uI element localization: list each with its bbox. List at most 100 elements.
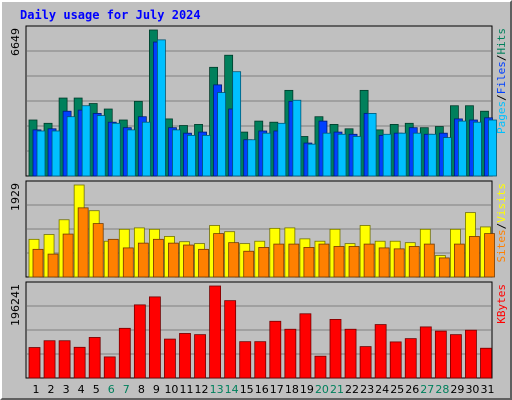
bar-pages-day-5 bbox=[96, 115, 106, 177]
bar-sites-day-13 bbox=[213, 233, 225, 278]
bar-kbytes-day-18 bbox=[284, 328, 297, 379]
bar-pages-day-12 bbox=[202, 134, 211, 177]
x-tick-label: 8 bbox=[138, 383, 145, 396]
bar-sites-day-1 bbox=[32, 248, 44, 278]
x-tick-label: 2 bbox=[48, 383, 55, 396]
y-max-label: 6649 bbox=[9, 28, 22, 56]
legend: Sites/Visits bbox=[495, 183, 508, 263]
x-tick-label: 26 bbox=[405, 383, 419, 396]
x-tick-label: 16 bbox=[255, 383, 269, 396]
bar-pages-day-13 bbox=[217, 92, 227, 177]
bar-sites-day-10 bbox=[168, 242, 179, 278]
x-tick-label: 13 bbox=[210, 383, 224, 396]
bar-pages-day-23 bbox=[367, 113, 377, 177]
bar-sites-day-23 bbox=[363, 243, 375, 278]
y-max-label: 1929 bbox=[9, 183, 22, 211]
bar-sites-day-22 bbox=[348, 246, 360, 278]
x-tick-label: 11 bbox=[180, 383, 194, 396]
bar-kbytes-day-20 bbox=[314, 355, 327, 379]
bar-kbytes-day-3 bbox=[58, 340, 71, 379]
bar-sites-day-19 bbox=[303, 247, 315, 278]
legend-entry: Hits bbox=[495, 28, 508, 55]
x-tick-label: 27 bbox=[420, 383, 434, 396]
bar-sites-day-28 bbox=[438, 257, 450, 278]
bar-kbytes-day-2 bbox=[43, 340, 56, 379]
bar-sites-day-15 bbox=[243, 250, 255, 278]
bar-kbytes-day-9 bbox=[148, 296, 161, 379]
x-tick-label: 23 bbox=[360, 383, 374, 396]
bar-sites-day-29 bbox=[453, 243, 465, 278]
bar-pages-day-6 bbox=[111, 122, 121, 177]
legend: Pages/Files/Hits bbox=[495, 28, 508, 134]
bar-sites-day-26 bbox=[408, 246, 420, 278]
x-tick-label: 7 bbox=[123, 383, 130, 396]
bar-kbytes-day-11 bbox=[179, 333, 191, 379]
panel-kbytes: 196241 KBytes bbox=[9, 281, 508, 379]
x-tick-label: 3 bbox=[63, 383, 70, 396]
bar-kbytes-day-24 bbox=[374, 324, 387, 379]
bar-sites-day-5 bbox=[92, 223, 104, 278]
bar-pages-day-8 bbox=[141, 121, 151, 177]
bar-kbytes-day-28 bbox=[434, 330, 447, 379]
legend-entry: Visits bbox=[495, 183, 508, 223]
bar-pages-day-7 bbox=[126, 129, 136, 177]
bar-sites-day-21 bbox=[333, 246, 345, 278]
legend-entry: Pages bbox=[495, 101, 508, 134]
bar-pages-day-28 bbox=[442, 137, 452, 177]
bar-kbytes-day-27 bbox=[419, 326, 432, 379]
x-tick-label: 1 bbox=[33, 383, 40, 396]
legend-entry: Files bbox=[495, 61, 508, 94]
bar-pages-day-9 bbox=[156, 39, 166, 177]
legend-entry: / bbox=[495, 55, 508, 62]
bar-pages-day-22 bbox=[352, 136, 362, 177]
x-tick-label: 18 bbox=[285, 383, 299, 396]
bar-pages-day-15 bbox=[247, 139, 257, 177]
bar-sites-day-12 bbox=[198, 248, 209, 278]
bar-kbytes-day-31 bbox=[480, 347, 492, 379]
bar-pages-day-2 bbox=[51, 130, 61, 177]
bar-pages-day-26 bbox=[412, 132, 422, 177]
x-tick-label: 19 bbox=[300, 383, 314, 396]
legend-entry: KBytes bbox=[495, 284, 508, 324]
bar-sites-day-6 bbox=[107, 238, 119, 278]
x-tick-label: 17 bbox=[270, 383, 284, 396]
bar-pages-day-20 bbox=[322, 132, 332, 177]
bar-sites-day-17 bbox=[273, 243, 285, 278]
bar-kbytes-day-7 bbox=[118, 327, 131, 379]
bar-pages-day-31 bbox=[488, 119, 497, 177]
x-tick-label: 12 bbox=[195, 383, 209, 396]
x-tick-label: 31 bbox=[481, 383, 495, 396]
bar-kbytes-day-26 bbox=[404, 338, 417, 379]
bar-kbytes-day-5 bbox=[88, 337, 101, 379]
bar-kbytes-day-14 bbox=[224, 300, 237, 379]
bar-pages-day-16 bbox=[262, 132, 272, 177]
panel-visits-sites: 1929 Sites/Visits bbox=[9, 180, 508, 278]
bar-sites-day-31 bbox=[484, 233, 495, 278]
bar-pages-day-1 bbox=[36, 130, 46, 177]
legend: KBytes bbox=[495, 284, 508, 324]
bar-kbytes-day-4 bbox=[73, 346, 86, 379]
bar-kbytes-day-29 bbox=[449, 334, 462, 379]
bar-sites-day-16 bbox=[258, 247, 270, 278]
bar-kbytes-day-25 bbox=[389, 341, 402, 379]
bar-sites-day-3 bbox=[62, 233, 74, 278]
bar-kbytes-day-30 bbox=[465, 329, 477, 379]
bar-kbytes-day-10 bbox=[164, 338, 176, 379]
bar-kbytes-day-16 bbox=[254, 341, 267, 379]
bar-kbytes-day-12 bbox=[194, 334, 206, 379]
bar-pages-day-30 bbox=[473, 121, 482, 177]
x-tick-label: 30 bbox=[465, 383, 479, 396]
bar-pages-day-11 bbox=[187, 134, 196, 177]
x-tick-label: 28 bbox=[435, 383, 449, 396]
bar-sites-day-7 bbox=[122, 247, 134, 278]
bar-pages-day-4 bbox=[81, 105, 91, 177]
x-tick-label: 15 bbox=[240, 383, 254, 396]
x-tick-label: 10 bbox=[164, 383, 178, 396]
legend-entry: / bbox=[495, 223, 508, 230]
bar-kbytes-day-23 bbox=[359, 346, 372, 379]
x-tick-label: 20 bbox=[315, 383, 329, 396]
x-tick-label: 22 bbox=[345, 383, 359, 396]
bar-kbytes-day-8 bbox=[133, 304, 146, 379]
